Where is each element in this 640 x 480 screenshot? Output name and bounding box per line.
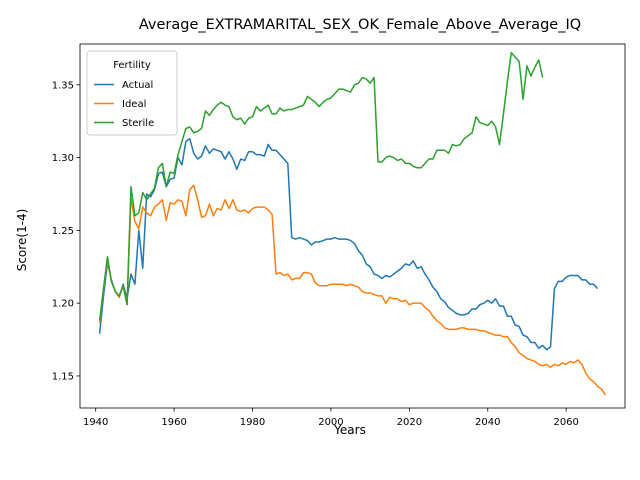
chart-title: Average_EXTRAMARITAL_SEX_OK_Female_Above… [139,17,581,33]
x-tick-label: 2020 [397,417,422,428]
x-axis-label: Years [333,423,366,437]
x-tick-label: 1940 [83,417,108,428]
plot-frame [79,43,626,409]
series-line-sterile [98,51,544,321]
y-tick-label: 1.30 [52,153,74,164]
y-tick-label: 1.20 [52,299,74,310]
legend-title: Fertility [113,60,151,71]
x-tick-label: 2060 [553,417,578,428]
series-line-ideal [98,184,607,396]
x-tick-label: 2040 [475,417,500,428]
y-tick-label: 1.35 [52,80,74,91]
series-layer [98,51,607,396]
legend-box [86,50,178,136]
y-axis-label: Score(1-4) [15,209,29,272]
x-tick-label: 2000 [318,417,343,428]
x-tick-label: 1980 [240,417,265,428]
legend-label-actual: Actual [122,80,153,91]
x-tick-label: 1960 [161,417,186,428]
legend-label-sterile: Sterile [122,118,154,129]
series-line-actual [98,137,599,351]
axes-layer: 1940 1960 1980 2000 2020 2040 2060 1.15 1.20 1.25… [52,43,626,428]
y-tick-label: 1.15 [52,371,74,382]
legend-label-ideal: Ideal [122,99,146,110]
y-tick-label: 1.25 [52,226,74,237]
legend: Fertility Actual Ideal Sterile [86,50,178,136]
